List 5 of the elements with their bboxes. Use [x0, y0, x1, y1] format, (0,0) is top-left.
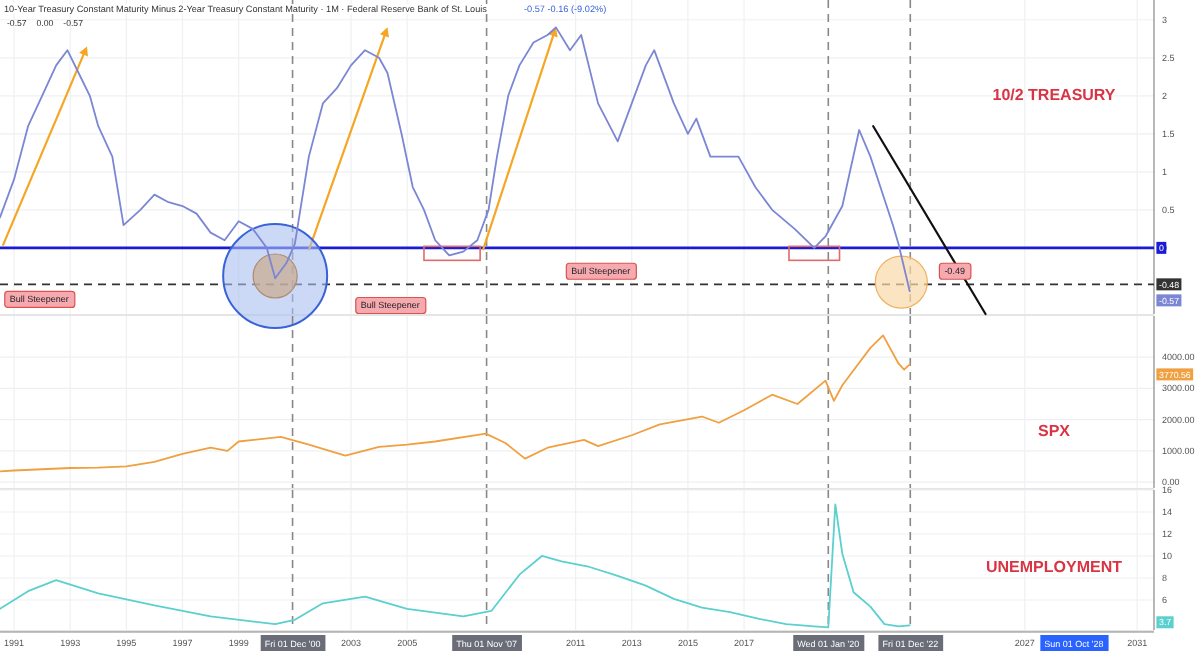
text: UNEMPLOYMENT — [986, 558, 1123, 576]
text: 10/2 TREASURY — [992, 86, 1117, 104]
line-series — [0, 334, 911, 473]
text: SPX — [1037, 422, 1072, 440]
line-series — [0, 503, 911, 629]
